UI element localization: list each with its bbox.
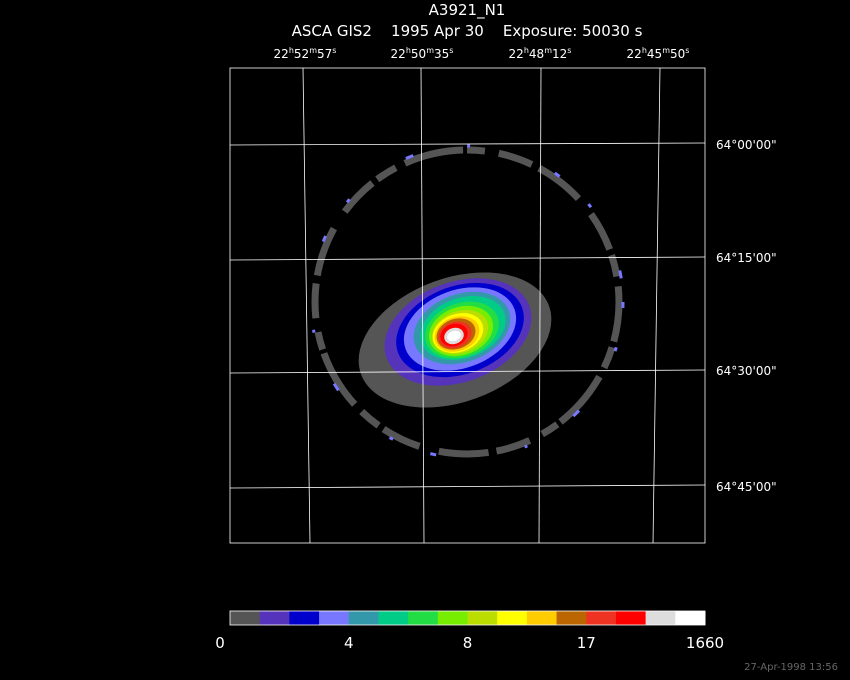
ra-label: 22h50m35s bbox=[391, 46, 454, 61]
colorbar-swatch bbox=[526, 611, 558, 625]
colorbar-swatch bbox=[675, 611, 706, 625]
colorbar-frame bbox=[229, 610, 706, 626]
dec-label: 64°00'00" bbox=[716, 138, 777, 152]
colorbar-swatch bbox=[467, 611, 498, 625]
colorbar-swatch bbox=[319, 611, 350, 625]
ra-label-part: 50 bbox=[411, 47, 426, 61]
ra-label-part: 48 bbox=[529, 47, 544, 61]
dec-label: 64°15'00" bbox=[716, 251, 777, 265]
ra-label-part: h bbox=[642, 46, 647, 55]
timestamp: 27-Apr-1998 13:56 bbox=[744, 662, 838, 673]
detector-ring-edge bbox=[309, 144, 625, 460]
ra-label-part: 52 bbox=[294, 47, 309, 61]
ra-label-part: 35 bbox=[434, 47, 449, 61]
ra-label: 22h48m12s bbox=[509, 46, 572, 61]
dec-label: 64°45'00" bbox=[716, 480, 777, 494]
ra-label-part: m bbox=[426, 46, 434, 55]
colorbar-label: 1660 bbox=[686, 634, 724, 652]
image bbox=[309, 144, 625, 460]
colorbar-swatch bbox=[437, 611, 468, 625]
emission-contour bbox=[447, 330, 461, 342]
ra-label-part: m bbox=[544, 46, 552, 55]
colorbar-swatch bbox=[259, 611, 290, 625]
ra-label-part: 22 bbox=[274, 47, 289, 61]
ra-label-part: 22 bbox=[509, 47, 524, 61]
colorbar-swatch bbox=[230, 611, 261, 625]
title: A3921_N1 bbox=[429, 1, 506, 20]
colorbar-swatch bbox=[556, 611, 587, 625]
subtitle: ASCA GIS2 1995 Apr 30 Exposure: 50030 s bbox=[292, 22, 643, 40]
ra-label-part: m bbox=[309, 46, 317, 55]
detector-ring bbox=[311, 146, 623, 458]
ra-label-part: 22 bbox=[391, 47, 406, 61]
ra-label-part: s bbox=[332, 46, 336, 55]
colorbar-swatch bbox=[348, 611, 379, 625]
ra-label-part: 45 bbox=[647, 47, 662, 61]
coordinate-grid bbox=[229, 67, 706, 544]
colorbar-swatch bbox=[586, 611, 617, 625]
colorbar-label: 4 bbox=[344, 634, 354, 652]
ra-label-part: 12 bbox=[552, 47, 567, 61]
ra-label-part: s bbox=[685, 46, 689, 55]
ra-label-part: 57 bbox=[317, 47, 332, 61]
ra-label: 22h45m50s bbox=[627, 46, 690, 61]
ra-label-part: h bbox=[406, 46, 411, 55]
ra-label-part: s bbox=[449, 46, 453, 55]
colorbar-label: 0 bbox=[215, 634, 225, 652]
colorbar-label: 17 bbox=[577, 634, 596, 652]
ra-label-part: s bbox=[567, 46, 571, 55]
ra-label-part: h bbox=[524, 46, 529, 55]
colorbar-swatch bbox=[645, 611, 676, 625]
colorbar-swatch bbox=[378, 611, 409, 625]
dec-label: 64°30'00" bbox=[716, 364, 777, 378]
colorbar-swatch bbox=[408, 611, 439, 625]
colorbar-swatch bbox=[615, 611, 647, 625]
ra-label-part: m bbox=[662, 46, 670, 55]
colorbar-swatch bbox=[497, 611, 528, 625]
ra-label-part: 22 bbox=[627, 47, 642, 61]
ra-label-part: 50 bbox=[670, 47, 685, 61]
colorbar-label: 8 bbox=[463, 634, 473, 652]
ra-label-part: h bbox=[289, 46, 294, 55]
colorbar-swatch bbox=[289, 611, 320, 625]
ra-label: 22h52m57s bbox=[274, 46, 337, 61]
